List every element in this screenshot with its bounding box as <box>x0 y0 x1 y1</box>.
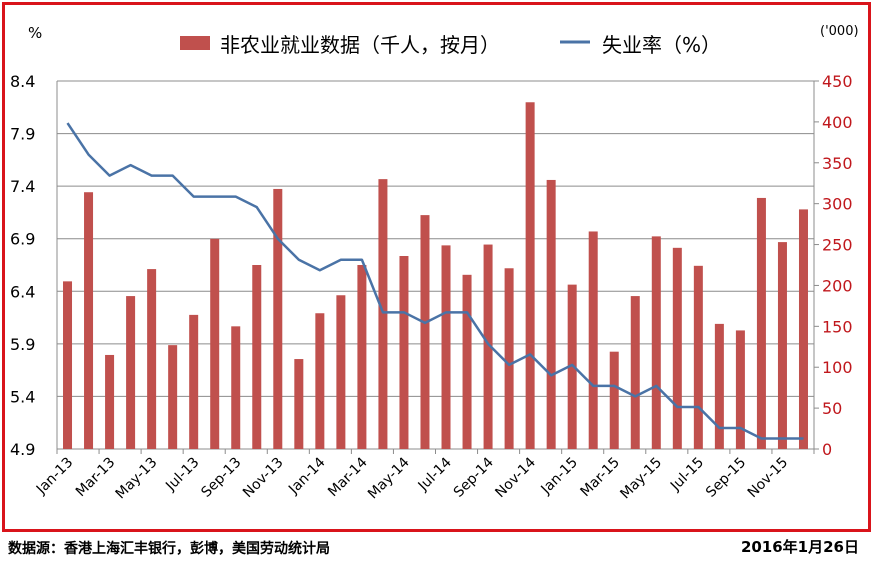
bar-Jul-15 <box>693 265 703 449</box>
chart-frame <box>2 2 871 532</box>
unemployment-line <box>66 122 804 440</box>
source-note: 数据源：香港上海汇丰银行，彭博，美国劳动统计局 <box>8 541 330 557</box>
bar-Mar-14 <box>357 265 367 449</box>
right-tick-label: 300 <box>822 195 853 214</box>
left-tick-label: 8.4 <box>10 72 35 91</box>
bar-Jan-15 <box>567 284 577 449</box>
legend-swatch-bar <box>180 36 210 50</box>
x-tick-label: May-15 <box>617 455 665 503</box>
left-tick-label: 7.9 <box>10 125 35 144</box>
x-tick-label: Nov-13 <box>240 455 287 502</box>
right-tick-label: 150 <box>822 317 853 336</box>
x-tick-label: Jan-15 <box>538 455 581 498</box>
bar-Nov-14 <box>525 102 535 450</box>
bar-Nov-13 <box>273 188 283 450</box>
bar-Feb-13 <box>84 192 94 449</box>
bar-Jul-13 <box>189 314 199 449</box>
bar-Jun-13 <box>168 345 178 449</box>
date-label: 2016年1月26日 <box>740 538 859 556</box>
bar-Aug-15 <box>714 323 724 449</box>
bar-Apr-14 <box>378 179 388 449</box>
right-tick-label: 100 <box>822 358 853 377</box>
right-tick-label: 50 <box>822 399 842 418</box>
bar-Sep-13 <box>231 326 241 449</box>
left-tick-label: 6.9 <box>10 230 35 249</box>
bar-Apr-13 <box>126 296 136 449</box>
bar-Jan-13 <box>63 281 73 449</box>
right-tick-label: 0 <box>822 440 832 459</box>
left-axis-unit: % <box>28 24 42 42</box>
x-tick-label: Jul-13 <box>162 455 202 495</box>
bar-Dec-14 <box>546 179 556 449</box>
bar-Jan-14 <box>315 313 325 449</box>
bar-Sep-15 <box>735 330 745 449</box>
x-tick-label: Jul-14 <box>415 454 455 494</box>
bar-Mar-13 <box>105 354 115 449</box>
right-tick-label: 350 <box>822 154 853 173</box>
bar-Nov-15 <box>777 242 787 449</box>
bar-Feb-14 <box>336 295 346 449</box>
left-tick-label: 4.9 <box>10 440 35 459</box>
bar-Aug-14 <box>462 274 472 449</box>
left-tick-label: 5.4 <box>10 387 35 406</box>
bar-Oct-13 <box>252 265 262 449</box>
bar-Dec-15 <box>798 209 808 449</box>
right-tick-label: 200 <box>822 276 853 295</box>
x-tick-label: Jan-13 <box>33 455 76 498</box>
bar-Jul-14 <box>441 245 451 449</box>
right-axis-unit: ('000) <box>820 24 859 39</box>
x-tick-label: May-14 <box>365 454 413 502</box>
x-tick-label: May-13 <box>113 455 161 503</box>
bar-May-15 <box>651 236 661 449</box>
left-tick-label: 6.4 <box>10 282 35 301</box>
right-tick-label: 400 <box>822 113 853 132</box>
bar-Sep-14 <box>483 244 493 449</box>
bar-Mar-15 <box>609 351 619 449</box>
x-tick-label: Mar-14 <box>325 454 371 500</box>
x-tick-label: Jul-15 <box>667 455 707 495</box>
bar-May-14 <box>399 256 409 449</box>
bar-Oct-15 <box>756 197 766 449</box>
left-tick-label: 7.4 <box>10 177 35 196</box>
x-tick-label: Nov-14 <box>492 454 539 501</box>
bar-Jun-14 <box>420 215 430 449</box>
x-tick-label: Nov-15 <box>745 455 792 502</box>
x-tick-label: Mar-15 <box>578 455 624 501</box>
x-tick-label: Sep-13 <box>198 455 244 501</box>
x-tick-label: Sep-14 <box>451 454 497 500</box>
x-tick-label: Sep-15 <box>703 455 749 501</box>
bar-Oct-14 <box>504 268 514 449</box>
bar-Apr-15 <box>630 296 640 449</box>
bar-Jun-15 <box>672 247 682 449</box>
bar-Dec-13 <box>294 359 304 449</box>
right-tick-label: 450 <box>822 72 853 91</box>
x-tick-label: Mar-13 <box>73 455 119 501</box>
legend-label-bar: 非农业就业数据（千人，按月） <box>220 33 500 57</box>
bar-Aug-13 <box>210 238 220 449</box>
bar-May-13 <box>147 269 157 449</box>
left-tick-label: 5.9 <box>10 335 35 354</box>
bar-Feb-15 <box>588 231 598 449</box>
legend-label-line: 失业率（%） <box>602 33 721 57</box>
right-tick-label: 250 <box>822 236 853 255</box>
x-tick-label: Jan-14 <box>285 454 329 498</box>
